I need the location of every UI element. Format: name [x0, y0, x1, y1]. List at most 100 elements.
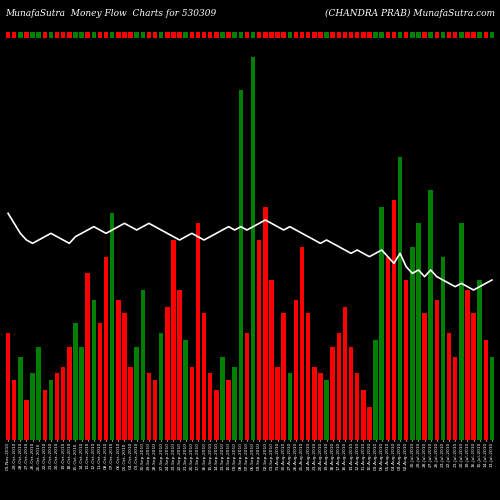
Bar: [128, 32, 133, 38]
Bar: [386, 256, 390, 440]
Bar: [392, 200, 396, 440]
Bar: [36, 346, 41, 440]
Bar: [324, 380, 329, 440]
Bar: [73, 324, 78, 440]
Bar: [80, 32, 84, 38]
Bar: [453, 32, 458, 38]
Bar: [380, 32, 384, 38]
Text: (CHANDRA PRAB) MunafaSutra.com: (CHANDRA PRAB) MunafaSutra.com: [325, 8, 495, 18]
Bar: [300, 32, 304, 38]
Text: MunafaSutra  Money Flow  Charts for 530309: MunafaSutra Money Flow Charts for 530309: [5, 8, 216, 18]
Bar: [276, 32, 280, 38]
Bar: [288, 374, 292, 440]
Bar: [110, 32, 114, 38]
Bar: [36, 32, 41, 38]
Bar: [465, 290, 469, 440]
Bar: [61, 32, 66, 38]
Bar: [171, 32, 175, 38]
Bar: [116, 300, 120, 440]
Bar: [367, 406, 372, 440]
Bar: [294, 300, 298, 440]
Bar: [374, 340, 378, 440]
Bar: [134, 346, 139, 440]
Bar: [104, 256, 108, 440]
Bar: [153, 380, 158, 440]
Bar: [18, 32, 22, 38]
Bar: [244, 334, 249, 440]
Bar: [67, 32, 71, 38]
Bar: [86, 274, 90, 440]
Bar: [440, 256, 445, 440]
Bar: [238, 32, 243, 38]
Bar: [330, 346, 335, 440]
Bar: [24, 400, 28, 440]
Bar: [410, 246, 414, 440]
Bar: [184, 340, 188, 440]
Bar: [214, 390, 218, 440]
Bar: [330, 32, 335, 38]
Bar: [484, 340, 488, 440]
Bar: [404, 32, 408, 38]
Bar: [208, 32, 212, 38]
Bar: [318, 32, 322, 38]
Bar: [349, 32, 354, 38]
Bar: [165, 32, 170, 38]
Bar: [98, 32, 102, 38]
Bar: [140, 32, 145, 38]
Bar: [104, 32, 108, 38]
Bar: [214, 32, 218, 38]
Bar: [459, 224, 464, 440]
Bar: [190, 32, 194, 38]
Bar: [178, 290, 182, 440]
Bar: [238, 90, 243, 440]
Bar: [440, 32, 445, 38]
Bar: [257, 32, 262, 38]
Bar: [459, 32, 464, 38]
Bar: [196, 224, 200, 440]
Bar: [336, 334, 341, 440]
Bar: [12, 32, 16, 38]
Bar: [159, 32, 164, 38]
Bar: [428, 190, 433, 440]
Bar: [342, 32, 347, 38]
Bar: [374, 32, 378, 38]
Bar: [244, 32, 249, 38]
Bar: [12, 380, 16, 440]
Bar: [306, 32, 310, 38]
Bar: [73, 32, 78, 38]
Bar: [42, 390, 47, 440]
Bar: [80, 346, 84, 440]
Bar: [67, 346, 71, 440]
Bar: [478, 280, 482, 440]
Bar: [312, 366, 316, 440]
Bar: [122, 32, 126, 38]
Bar: [184, 32, 188, 38]
Bar: [380, 206, 384, 440]
Bar: [355, 374, 360, 440]
Bar: [98, 324, 102, 440]
Bar: [232, 366, 237, 440]
Bar: [251, 32, 256, 38]
Bar: [61, 366, 66, 440]
Bar: [202, 32, 206, 38]
Bar: [226, 32, 231, 38]
Bar: [232, 32, 237, 38]
Bar: [159, 334, 164, 440]
Bar: [428, 32, 433, 38]
Bar: [257, 240, 262, 440]
Bar: [226, 380, 231, 440]
Bar: [490, 32, 494, 38]
Bar: [134, 32, 139, 38]
Bar: [300, 246, 304, 440]
Bar: [447, 334, 452, 440]
Bar: [263, 206, 268, 440]
Bar: [122, 314, 126, 440]
Bar: [153, 32, 158, 38]
Bar: [48, 380, 53, 440]
Bar: [361, 32, 366, 38]
Bar: [190, 366, 194, 440]
Bar: [116, 32, 120, 38]
Bar: [447, 32, 452, 38]
Bar: [398, 32, 402, 38]
Bar: [6, 32, 10, 38]
